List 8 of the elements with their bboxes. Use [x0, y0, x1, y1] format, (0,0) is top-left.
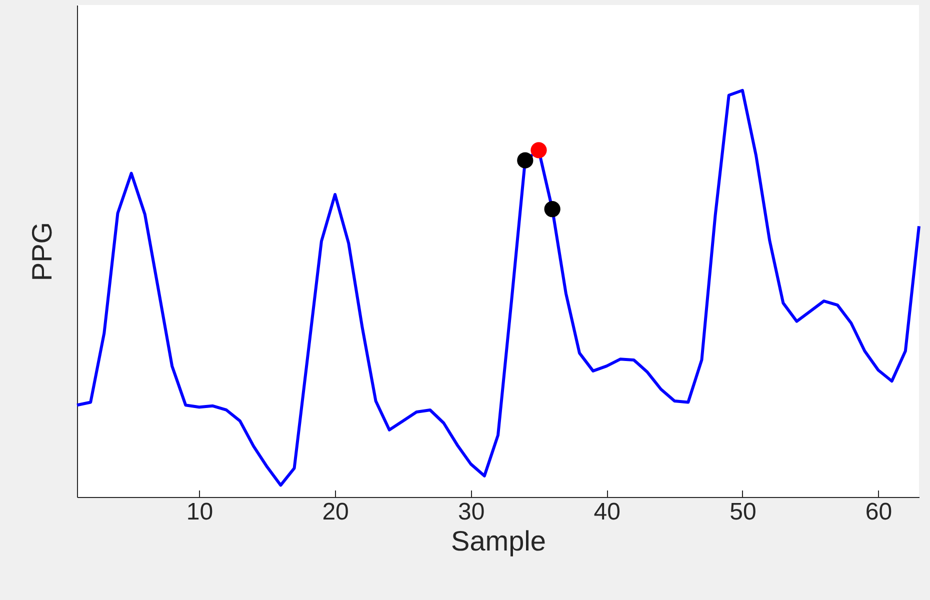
y-axis-title: PPG: [26, 222, 58, 282]
x-tick-label: 20: [322, 498, 349, 526]
x-axis-title: Sample: [451, 526, 546, 556]
x-tick-label: 10: [186, 498, 214, 526]
x-tick-label: 40: [594, 498, 620, 526]
x-tick-label: 30: [458, 498, 485, 526]
x-tick-label: 50: [730, 498, 756, 526]
x-tick-label: 60: [865, 498, 892, 526]
